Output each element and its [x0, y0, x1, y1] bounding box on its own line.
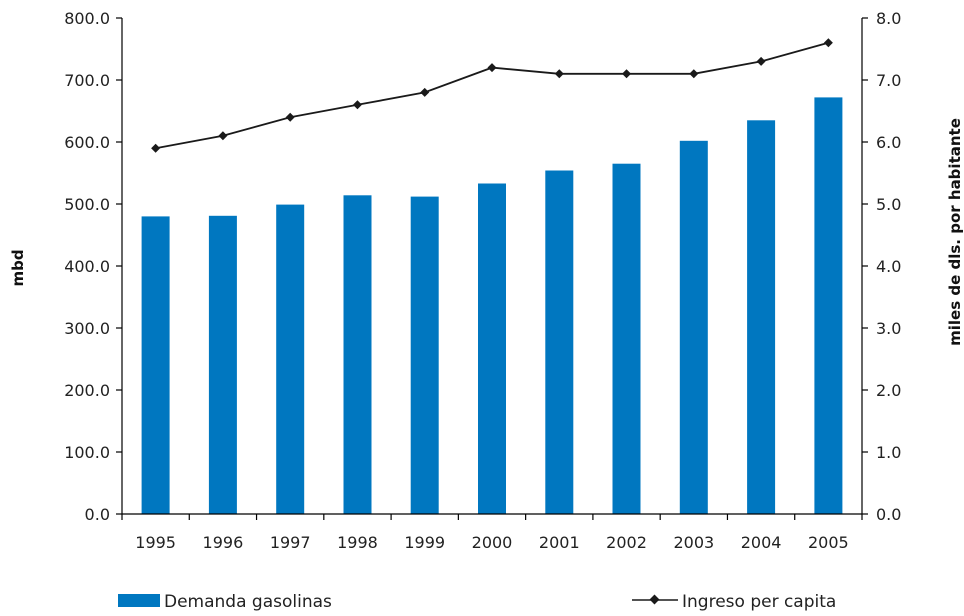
income-point-2003	[689, 69, 699, 79]
bar-1996	[208, 215, 237, 515]
income-point-2001	[554, 69, 564, 79]
income-point-2005	[823, 38, 833, 48]
left-tick-label: 700.0	[64, 71, 110, 90]
x-tick-label: 2003	[673, 533, 714, 552]
income-point-2004	[756, 56, 766, 66]
bar-1999	[410, 196, 439, 514]
right-tick-label: 7.0	[876, 71, 901, 90]
left-tick-label: 100.0	[64, 443, 110, 462]
left-tick-label: 0.0	[85, 505, 110, 524]
legend: Demanda gasolinas Ingreso per capita	[118, 592, 836, 612]
x-tick-label: 1997	[270, 533, 311, 552]
left-tick-label: 200.0	[64, 381, 110, 400]
left-axis-title: mbd	[9, 249, 27, 286]
income-point-1997	[285, 112, 295, 122]
bar-1995	[141, 216, 170, 514]
left-tick-label: 400.0	[64, 257, 110, 276]
income-point-1995	[151, 143, 161, 153]
bar-2001	[545, 170, 574, 514]
income-point-1999	[420, 87, 430, 97]
left-tick-label: 300.0	[64, 319, 110, 338]
x-tick-label: 2004	[741, 533, 782, 552]
legend-bar-label: Demanda gasolinas	[164, 592, 332, 612]
x-tick-label: 1996	[203, 533, 244, 552]
x-tick-label: 2002	[606, 533, 647, 552]
left-tick-label: 800.0	[64, 9, 110, 28]
income-point-1998	[352, 100, 362, 110]
left-tick-label: 500.0	[64, 195, 110, 214]
bar-series	[141, 97, 843, 515]
income-line	[155, 41, 829, 150]
right-axis-title: miles de dls. por habitante	[946, 118, 964, 346]
axes: 0.0 0.0 100.0 1.0 200.0 2.0 300.0 3.0 400.0 4.0 50…	[64, 9, 901, 552]
right-tick-label: 0.0	[876, 505, 901, 524]
bar-2004	[747, 120, 776, 515]
x-tick-label: 2000	[472, 533, 513, 552]
bar-1997	[276, 204, 305, 514]
x-tick-label: 2001	[539, 533, 580, 552]
right-tick-label: 2.0	[876, 381, 901, 400]
right-tick-label: 8.0	[876, 9, 901, 28]
income-point-1996	[218, 131, 228, 141]
right-tick-label: 6.0	[876, 133, 901, 152]
legend-line-label: Ingreso per capita	[682, 592, 836, 612]
bar-2003	[679, 140, 708, 515]
legend-line-marker	[649, 594, 660, 605]
bar-2002	[612, 163, 641, 514]
right-tick-label: 4.0	[876, 257, 901, 276]
right-tick-label: 5.0	[876, 195, 901, 214]
line-series	[151, 38, 833, 153]
bar-2005	[814, 97, 843, 515]
x-tick-label: 1998	[337, 533, 378, 552]
legend-bar-swatch	[118, 594, 160, 607]
x-tick-label: 2005	[808, 533, 849, 552]
income-point-2002	[622, 69, 632, 79]
x-tick-label: 1995	[135, 533, 176, 552]
right-tick-label: 3.0	[876, 319, 901, 338]
bar-1998	[343, 195, 372, 515]
left-tick-label: 600.0	[64, 133, 110, 152]
x-tick-label: 1999	[404, 533, 445, 552]
bar-2000	[478, 183, 506, 514]
income-point-2000	[487, 63, 497, 73]
right-tick-label: 1.0	[876, 443, 901, 462]
